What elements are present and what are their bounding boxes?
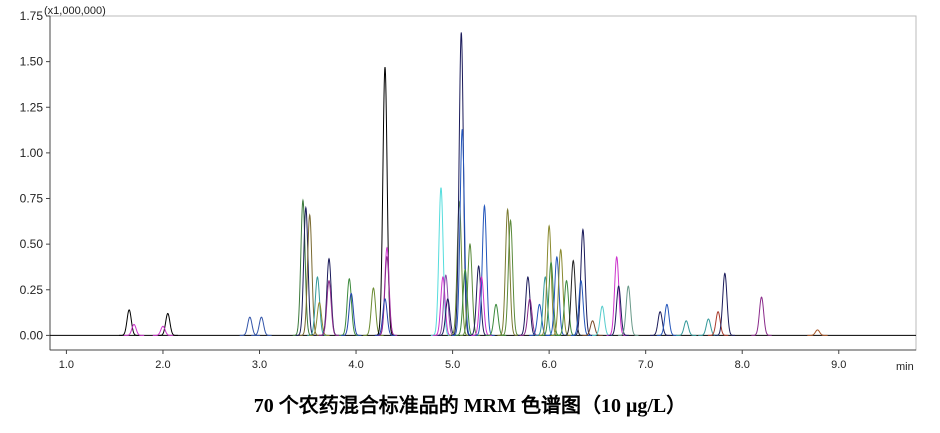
peak [474,203,495,336]
peak [430,187,452,336]
peak [374,67,396,336]
peak [529,303,550,336]
peak [451,32,472,336]
x-tick-label: 2.0 [155,359,170,371]
peak [295,205,317,336]
peak [157,312,178,336]
peak [318,279,340,336]
y-tick-label: 1.50 [20,55,44,69]
peak [707,311,729,336]
peak [608,285,629,336]
peak [118,309,140,336]
peak [570,279,592,336]
peak [251,316,272,336]
x-tick-label: 7.0 [638,359,653,371]
x-axis-label: min [896,361,914,373]
y-tick-label: 1.25 [20,100,44,114]
peak [318,257,340,336]
peak [618,285,639,336]
x-tick-label: 5.0 [445,359,460,371]
peak [606,255,627,336]
peak [538,224,560,336]
x-tick-label: 9.0 [831,359,846,371]
chart-title: 70 个农药混合标准品的 MRM 色谱图（10 μg/L） [254,393,686,417]
peak [292,198,314,336]
peak [550,248,571,336]
y-tick-label: 0.50 [20,237,44,251]
peak [449,200,470,336]
peak [152,325,174,336]
peak [341,292,362,336]
peak [517,276,539,336]
peak [299,213,320,336]
peak [656,303,678,336]
peak [572,227,594,336]
peak [714,272,736,336]
y-tick-label: 0.75 [20,192,44,206]
x-tick-label: 6.0 [541,359,556,371]
y-tick-label: 0.25 [20,283,44,297]
peak [374,298,396,336]
x-tick-label: 8.0 [735,359,750,371]
peak [751,296,772,336]
peak [239,316,261,336]
peak [123,323,145,336]
peak [582,320,603,336]
peak [592,305,613,336]
x-tick-label: 4.0 [348,359,363,371]
peak [807,329,828,336]
peak [452,129,473,336]
peak [309,301,330,336]
y-tick-label: 1.00 [20,146,44,160]
peak [563,259,584,336]
plot-frame [49,15,917,351]
peak [500,218,521,336]
y-tick-label: 1.75 [20,9,44,23]
y-tick-label: 0.00 [20,328,44,342]
peak [497,207,518,336]
x-tick-label: 3.0 [252,359,267,371]
x-tick-label: 1.0 [59,359,74,371]
peak [676,320,697,336]
peak [649,311,671,336]
y-multiplier: (x1,000,000) [44,5,106,17]
